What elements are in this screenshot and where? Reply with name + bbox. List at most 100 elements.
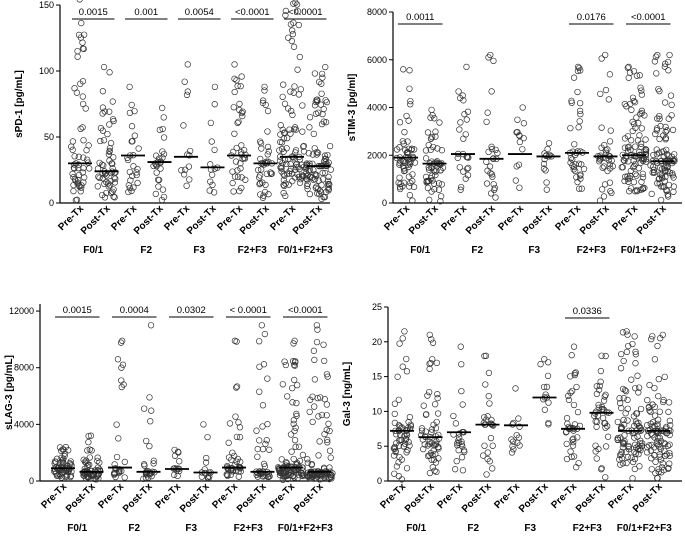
- data-point: [236, 187, 243, 195]
- data-point: [660, 396, 667, 404]
- data-point: [84, 447, 91, 454]
- data-point: [126, 109, 134, 117]
- data-point: [571, 167, 579, 175]
- data-point: [257, 138, 264, 145]
- data-point: [666, 460, 673, 467]
- data-point: [259, 194, 267, 201]
- data-point: [627, 100, 634, 108]
- data-point: [265, 191, 272, 198]
- data-point: [492, 194, 499, 201]
- data-point: [86, 454, 94, 461]
- data-point: [629, 94, 637, 101]
- data-point: [322, 63, 329, 71]
- data-point: [259, 423, 266, 430]
- data-point: [572, 464, 580, 471]
- data-point: [646, 407, 653, 414]
- data-point: [311, 376, 319, 383]
- data-point: [256, 338, 263, 345]
- p-value-label: 0.0054: [185, 7, 214, 18]
- data-point: [391, 470, 398, 477]
- data-point: [637, 446, 644, 454]
- data-point: [292, 424, 299, 431]
- data-point: [82, 105, 89, 112]
- data-point: [545, 419, 552, 427]
- x-tick-label: Post-Tx: [291, 203, 325, 237]
- data-point: [575, 459, 582, 467]
- data-point: [300, 143, 307, 150]
- data-point: [637, 84, 644, 91]
- data-point: [618, 350, 625, 358]
- data-point: [400, 66, 407, 73]
- data-point: [545, 140, 553, 147]
- data-point: [231, 88, 238, 96]
- data-point: [171, 452, 179, 459]
- data-point: [290, 43, 298, 50]
- data-point: [121, 458, 128, 466]
- data-point: [206, 473, 213, 480]
- x-tick-label: Post-Tx: [185, 203, 219, 237]
- data-point: [631, 448, 638, 456]
- data-point: [207, 178, 214, 185]
- data-point: [289, 399, 296, 406]
- data-point: [545, 399, 552, 406]
- data-point: [437, 193, 445, 200]
- data-point: [319, 74, 326, 81]
- data-point: [656, 135, 663, 143]
- data-point: [106, 121, 113, 128]
- data-point: [458, 438, 465, 445]
- data-point: [409, 171, 416, 178]
- data-point: [256, 363, 263, 370]
- data-point: [578, 185, 585, 192]
- data-point: [207, 161, 214, 168]
- p-value-label: <0.0001: [631, 12, 666, 23]
- data-point: [70, 164, 78, 171]
- data-point: [292, 0, 299, 6]
- data-point: [662, 128, 669, 136]
- data-point: [148, 407, 155, 414]
- data-point: [314, 149, 322, 157]
- data-point: [577, 175, 584, 182]
- data-point: [462, 175, 469, 182]
- data-point: [236, 100, 243, 108]
- data-point: [598, 55, 605, 62]
- data-point: [322, 158, 329, 165]
- data-point: [485, 392, 492, 400]
- data-point: [394, 373, 401, 380]
- data-point: [111, 194, 118, 201]
- data-point: [259, 179, 266, 186]
- data-point: [570, 453, 578, 460]
- data-point: [410, 183, 418, 190]
- data-point: [401, 129, 408, 136]
- data-point: [74, 47, 81, 55]
- data-point: [405, 117, 412, 124]
- data-point: [565, 396, 573, 404]
- data-point: [131, 107, 138, 115]
- data-point: [649, 163, 657, 170]
- data-point: [400, 179, 408, 186]
- data-point: [570, 439, 577, 446]
- data-point: [662, 136, 669, 143]
- data-point: [240, 146, 248, 154]
- data-point: [277, 131, 284, 138]
- data-point: [602, 51, 609, 59]
- data-point: [278, 145, 286, 153]
- data-point: [481, 442, 488, 449]
- data-point: [147, 418, 154, 425]
- data-point: [255, 174, 263, 181]
- data-point: [314, 98, 321, 105]
- data-point: [238, 174, 245, 181]
- data-point: [510, 446, 517, 453]
- data-point: [666, 431, 673, 439]
- data-point: [657, 171, 664, 178]
- data-point: [606, 71, 614, 78]
- data-point: [648, 335, 655, 343]
- data-point: [600, 163, 608, 170]
- data-point: [409, 197, 416, 204]
- data-point: [80, 45, 87, 53]
- data-point: [287, 21, 295, 28]
- data-point: [319, 169, 326, 177]
- data-point: [630, 458, 637, 466]
- data-point: [310, 130, 317, 138]
- data-point: [575, 160, 583, 167]
